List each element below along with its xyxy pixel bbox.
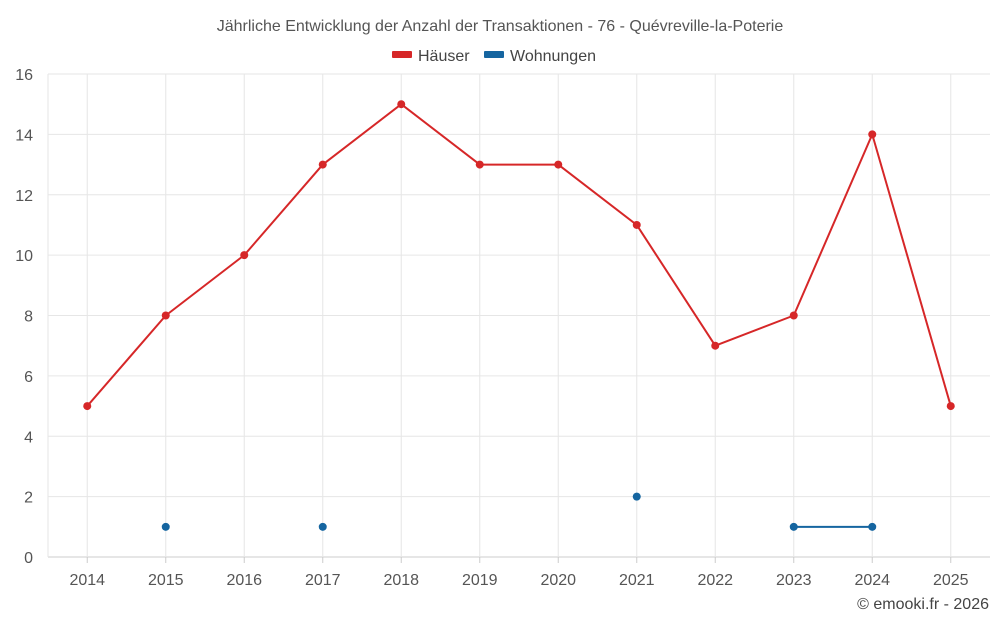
data-point-haeuser[interactable] (632, 220, 641, 229)
data-point-haeuser[interactable] (868, 130, 877, 139)
x-tick-label: 2019 (462, 572, 498, 589)
y-tick-label: 6 (24, 369, 33, 386)
data-point-haeuser[interactable] (711, 341, 720, 350)
y-tick-label: 14 (15, 127, 33, 144)
y-tick-label: 2 (24, 490, 33, 507)
x-tick-label: 2022 (697, 572, 733, 589)
x-tick-label: 2014 (69, 572, 105, 589)
data-point-haeuser[interactable] (397, 100, 406, 109)
x-tick-label: 2018 (383, 572, 419, 589)
legend: Häuser Wohnungen (392, 48, 596, 65)
legend-label-wohnungen: Wohnungen (510, 48, 596, 65)
y-tick-label: 4 (24, 429, 33, 446)
x-tick-label: 2017 (305, 572, 341, 589)
data-point-wohnungen[interactable] (868, 522, 877, 531)
y-tick-label: 10 (15, 248, 33, 265)
data-point-wohnungen[interactable] (161, 522, 170, 531)
y-tick-label: 12 (15, 188, 33, 205)
data-point-wohnungen[interactable] (318, 522, 327, 531)
x-tick-label: 2015 (148, 572, 184, 589)
data-point-haeuser[interactable] (475, 160, 484, 169)
y-tick-label: 0 (24, 550, 33, 567)
data-point-haeuser[interactable] (789, 311, 798, 320)
data-point-haeuser[interactable] (83, 402, 92, 411)
legend-swatch-wohnungen (484, 51, 504, 58)
x-tick-label: 2020 (540, 572, 576, 589)
data-point-haeuser[interactable] (240, 251, 249, 260)
credit-text: © emooki.fr - 2026 (857, 596, 989, 613)
y-tick-label: 8 (24, 309, 33, 326)
x-tick-label: 2021 (619, 572, 655, 589)
series-line-haeuser (86, 103, 952, 407)
data-point-haeuser[interactable] (318, 160, 327, 169)
legend-swatch-haeuser (392, 51, 412, 58)
y-tick-label: 16 (15, 67, 33, 84)
data-point-haeuser[interactable] (554, 160, 563, 169)
x-axis-ticks: 2014 2015 2016 2017 2018 2019 2020 2021 2022 2023… (69, 572, 968, 589)
legend-label-haeuser: Häuser (418, 48, 470, 65)
x-tick-label: 2025 (933, 572, 969, 589)
y-axis-ticks: 0 2 4 6 8 10 12 14 16 (15, 67, 33, 567)
data-point-wohnungen[interactable] (632, 492, 641, 501)
series (83, 100, 955, 531)
data-point-wohnungen[interactable] (789, 522, 798, 531)
data-point-haeuser[interactable] (946, 402, 955, 411)
x-tick-label: 2024 (854, 572, 890, 589)
grid (47, 73, 990, 563)
data-point-haeuser[interactable] (161, 311, 170, 320)
x-tick-label: 2016 (226, 572, 262, 589)
chart-title: Jährliche Entwicklung der Anzahl der Tra… (217, 18, 784, 35)
x-tick-label: 2023 (776, 572, 812, 589)
